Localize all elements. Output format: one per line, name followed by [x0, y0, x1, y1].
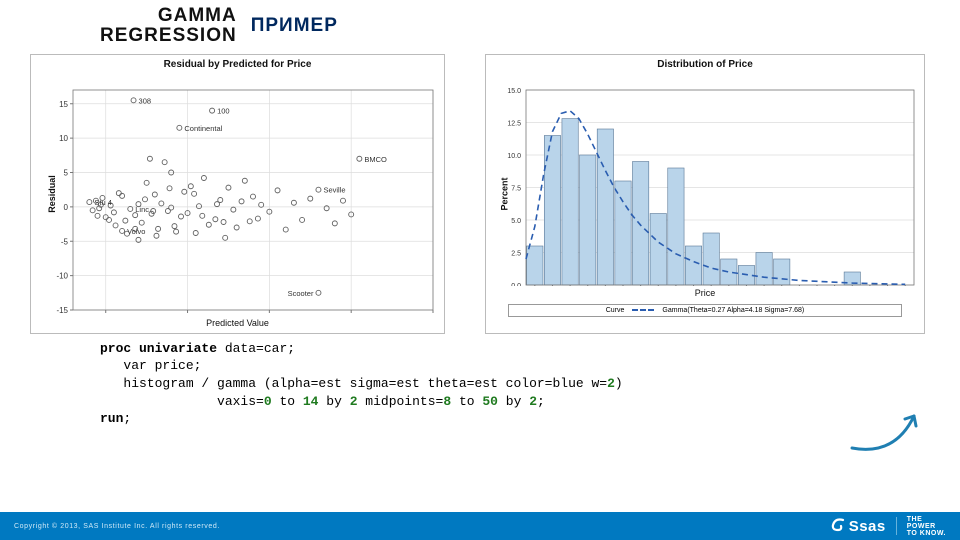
copyright-text: Copyright © 2013, SAS Institute Inc. All… [14, 523, 220, 530]
sas-code-block: proc univariate data=car; var price; his… [100, 340, 960, 428]
sas-logo: Ssas [829, 517, 886, 535]
svg-text:Linc: Linc [135, 205, 149, 214]
svg-text:Continental: Continental [184, 124, 222, 133]
svg-text:0.0: 0.0 [511, 283, 521, 286]
svg-text:BMCO: BMCO [364, 155, 387, 164]
svg-text:-15: -15 [56, 306, 68, 315]
title-line1: GAMMA [100, 6, 237, 26]
svg-text:0: 0 [64, 203, 69, 212]
tagline: THE POWER TO KNOW. [907, 516, 946, 537]
svg-text:2.5: 2.5 [511, 250, 521, 257]
svg-text:7.5: 7.5 [511, 185, 521, 192]
svg-text:Volvo: Volvo [127, 227, 145, 236]
svg-text:Seville: Seville [323, 186, 345, 195]
svg-text:25: 25 [347, 315, 356, 316]
title-right: ПРИМЕР [251, 15, 338, 37]
svg-text:15: 15 [183, 315, 192, 316]
histogram-chart: Distribution of Price Percent 0.0 2.5 5.0 7.5… [485, 54, 925, 334]
svg-text:100: 100 [217, 107, 230, 116]
svg-text:Stu 4: Stu 4 [94, 198, 112, 207]
svg-text:10: 10 [59, 134, 68, 143]
svg-text:15.0: 15.0 [507, 88, 521, 95]
footer-bar: Copyright © 2013, SAS Institute Inc. All… [0, 512, 960, 540]
logo-group: Ssas THE POWER TO KNOW. [829, 516, 946, 537]
title-left: GAMMA REGRESSION [100, 6, 237, 46]
svg-text:15: 15 [59, 100, 68, 109]
svg-text:308: 308 [139, 96, 152, 105]
svg-text:5: 5 [64, 168, 69, 177]
scatter-ylabel: Residual [47, 175, 57, 213]
scatter-title: Residual by Predicted for Price [31, 55, 444, 72]
curved-arrow-icon [840, 400, 930, 460]
svg-text:12.5: 12.5 [507, 120, 521, 127]
svg-text:5.0: 5.0 [511, 218, 521, 225]
svg-text:Scooter: Scooter [288, 289, 314, 298]
svg-text:10: 10 [101, 315, 110, 316]
charts-row: Residual by Predicted for Price Residual -… [0, 46, 960, 334]
svg-text:30: 30 [429, 315, 438, 316]
scatter-chart: Residual by Predicted for Price Residual -… [30, 54, 445, 334]
hist-xlabel: Price [486, 286, 924, 302]
hist-ylabel: Percent [500, 177, 510, 210]
title-row: GAMMA REGRESSION ПРИМЕР [0, 0, 960, 46]
hist-title: Distribution of Price [486, 55, 924, 72]
svg-text:20: 20 [265, 315, 274, 316]
svg-text:10.0: 10.0 [507, 153, 521, 160]
scatter-xlabel: Predicted Value [31, 316, 444, 332]
logo-separator [896, 517, 897, 535]
svg-text:-5: -5 [61, 237, 69, 246]
hist-legend: CurveGamma(Theta=0.27 Alpha=4.18 Sigma=7… [508, 304, 902, 317]
title-line2: REGRESSION [100, 26, 237, 46]
svg-text:-10: -10 [56, 272, 68, 281]
